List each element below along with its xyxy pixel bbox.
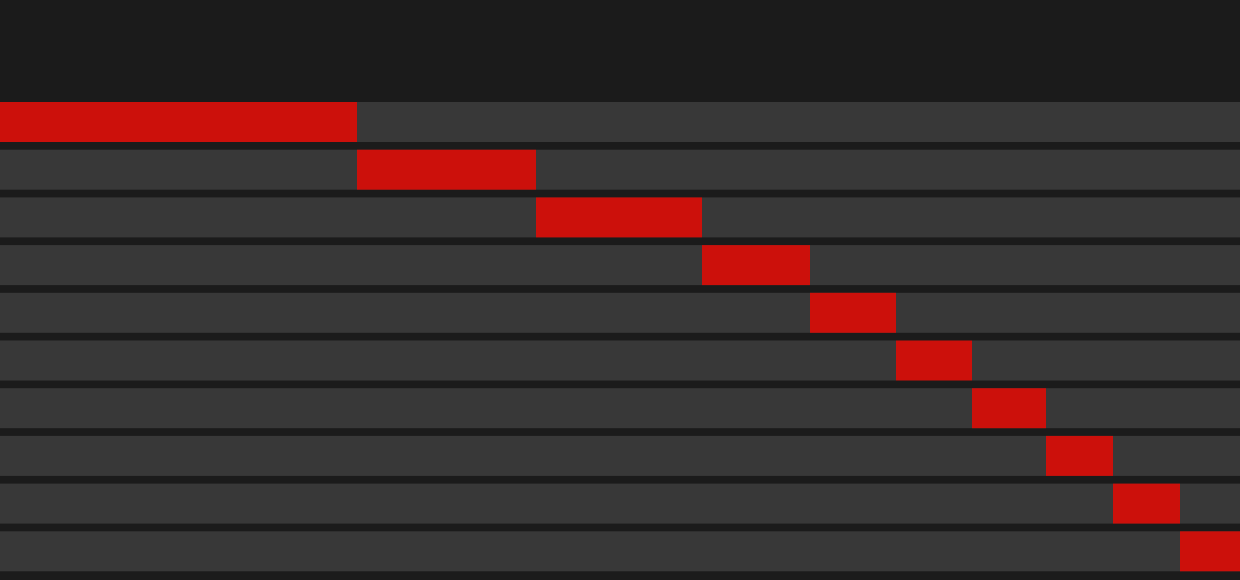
track	[0, 483, 1240, 524]
bar-segment	[702, 245, 810, 286]
track	[0, 245, 1240, 286]
track	[0, 340, 1240, 381]
bar-segment	[1180, 531, 1240, 572]
bar-segment	[810, 292, 896, 333]
bar-segment	[1046, 435, 1113, 476]
bar-segment	[0, 102, 357, 142]
bar-segment	[357, 149, 536, 190]
track	[0, 388, 1240, 429]
track	[0, 149, 1240, 190]
track	[0, 292, 1240, 333]
bar-segment	[896, 340, 972, 381]
bar-segment	[536, 197, 702, 238]
track	[0, 531, 1240, 572]
bar-segment	[1113, 483, 1180, 524]
track	[0, 435, 1240, 476]
bar-segment	[972, 388, 1046, 429]
